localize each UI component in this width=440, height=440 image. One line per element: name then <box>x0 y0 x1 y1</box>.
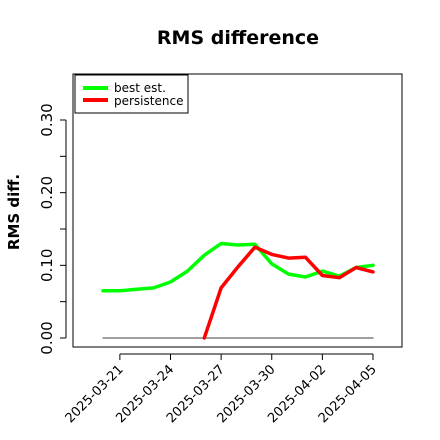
legend-box <box>74 74 189 114</box>
y-tick-label: 0.30 <box>38 103 56 136</box>
legend-label-best-est: best est. <box>114 81 166 95</box>
series-line-best-est <box>101 241 375 293</box>
series-line-persistence <box>202 245 375 340</box>
y-tick-label: 0.10 <box>38 249 56 282</box>
x-axis: 2025-03-212025-03-242025-03-272025-03-30… <box>63 353 380 426</box>
y-tick-label: 0.20 <box>38 176 56 209</box>
chart-title: RMS difference <box>157 27 319 49</box>
legend: best est. persistence <box>74 74 189 114</box>
y-tick-label: 0.00 <box>38 321 56 354</box>
legend-label-persistence: persistence <box>114 94 183 108</box>
plot-frame <box>72 73 403 348</box>
y-axis: 0.00 0.10 0.20 0.30 <box>38 103 67 355</box>
y-axis-label: RMS diff. <box>5 174 23 250</box>
series-layer <box>101 241 375 340</box>
